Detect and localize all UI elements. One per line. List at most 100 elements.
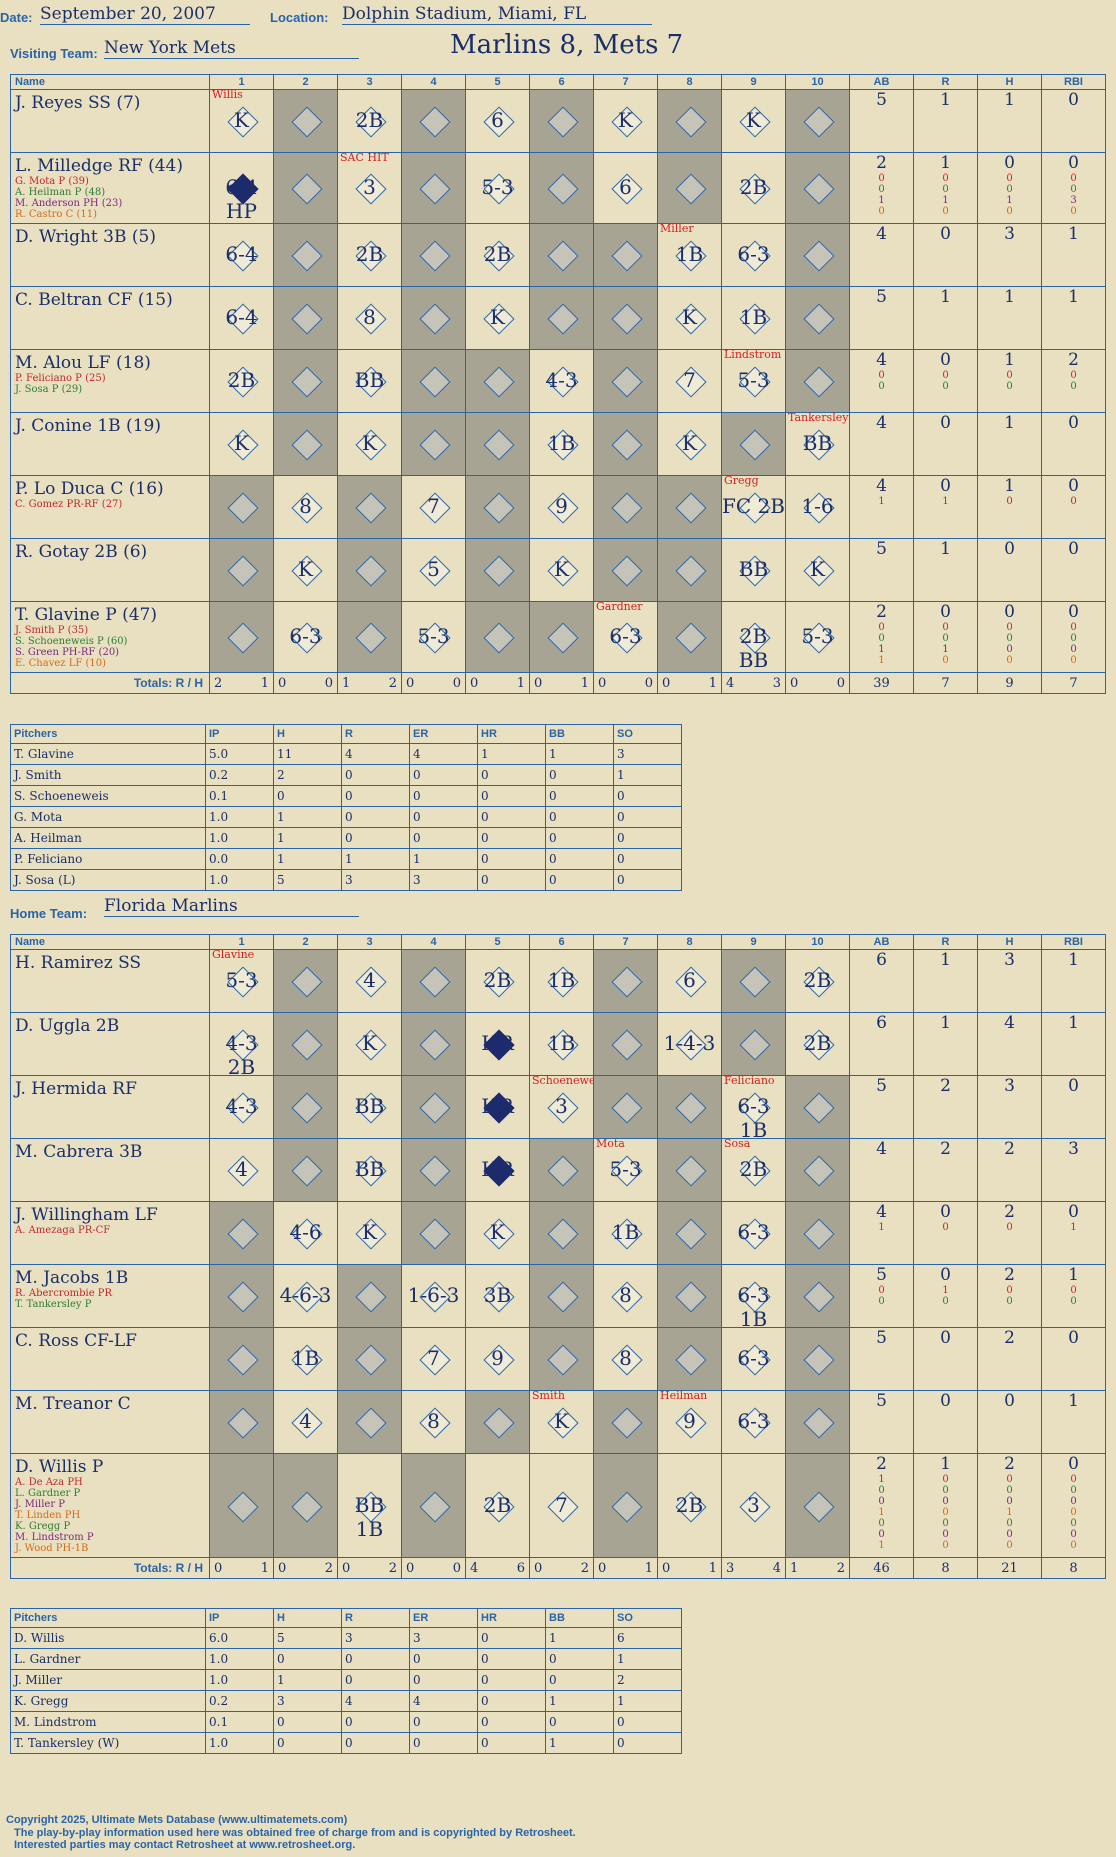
substitute-stat-value: 0 bbox=[878, 622, 885, 633]
substitute-stat-value: 0 bbox=[1006, 370, 1013, 381]
batter-stat-ab: 6 bbox=[849, 1012, 914, 1076]
base-diamond bbox=[738, 966, 771, 998]
base-diamond bbox=[226, 1490, 259, 1523]
inning-cell-8: 7 bbox=[657, 349, 722, 413]
stat-value: 0 bbox=[1004, 1391, 1015, 1411]
play-result: 5-3 bbox=[737, 368, 770, 392]
inning-cell-1: K bbox=[209, 412, 274, 476]
play-result: BB 1B bbox=[354, 1492, 385, 1541]
play-result: 2B bbox=[739, 1157, 768, 1181]
inning-cell-7 bbox=[593, 412, 658, 476]
pitcher-change-note: Gregg bbox=[724, 474, 759, 487]
pitcher-name: J. Sosa (L) bbox=[10, 869, 206, 891]
inning-cell-7: 8 bbox=[593, 1327, 658, 1391]
substitute-stat-value: 0 bbox=[1006, 496, 1013, 507]
inning-cell-9: K bbox=[721, 89, 786, 153]
batter-stat-h: 0 bbox=[977, 1390, 1042, 1454]
inning-hits: 0 bbox=[324, 675, 333, 691]
pitcher-stat: 0 bbox=[409, 764, 478, 786]
visitors-scoresheet: Name 1 2 3 4 5 6 7 8 9 10 AB R H RBI J. Reyes SS (7) K Wi… bbox=[10, 74, 1106, 694]
pitcher-stat: 1 bbox=[545, 1732, 614, 1754]
base-diamond bbox=[418, 1490, 451, 1523]
play-result: K bbox=[298, 557, 313, 581]
base-diamond bbox=[610, 1092, 643, 1124]
stat-value: 0 bbox=[1068, 90, 1079, 110]
substitute-stat-value: 1 bbox=[878, 496, 885, 507]
stat-value: 1 bbox=[940, 90, 951, 110]
pitcher-name: M. Lindstrom bbox=[10, 1711, 206, 1733]
substitute-stat-value: 0 bbox=[942, 1474, 949, 1485]
inning-cell-2: 1B bbox=[273, 1327, 338, 1391]
inning-cell-2 bbox=[273, 1075, 338, 1139]
stat-value: 0 bbox=[940, 1265, 951, 1285]
inning-cell-3: BB bbox=[337, 1075, 402, 1139]
substitute-stat-value: 0 bbox=[942, 1518, 949, 1529]
pitcher-stat: 0 bbox=[409, 806, 478, 828]
stat-value: 2 bbox=[876, 1454, 887, 1474]
base-diamond bbox=[674, 1092, 707, 1124]
inning-cell-10 bbox=[785, 223, 850, 287]
play-result: K bbox=[682, 431, 697, 455]
stat-value: 0 bbox=[1068, 413, 1079, 433]
base-diamond bbox=[482, 555, 515, 587]
pitcher-stat: 3 bbox=[341, 1627, 410, 1649]
stat-value: 5 bbox=[876, 90, 887, 110]
pitcher-stat: 0 bbox=[477, 806, 546, 828]
base-diamond bbox=[418, 173, 451, 205]
batter-stat-h: 2 bbox=[977, 1138, 1042, 1202]
base-diamond bbox=[674, 173, 707, 205]
base-diamond bbox=[610, 429, 643, 461]
inning-hits: 1 bbox=[516, 675, 525, 691]
batter-stat-r: 2 bbox=[913, 1138, 978, 1202]
pitcher-stat: 1 bbox=[613, 1648, 682, 1670]
batter-stat-r: 1 bbox=[913, 538, 978, 602]
batter-name: P. Lo Duca C (16) bbox=[15, 479, 164, 499]
play-result: 2B bbox=[355, 242, 384, 266]
inning-cell-8 bbox=[657, 1138, 722, 1202]
inning-cell-10 bbox=[785, 1453, 850, 1558]
batter-name-cell: D. Uggla 2B bbox=[10, 1012, 210, 1076]
base-diamond bbox=[610, 966, 643, 998]
play-result: 4-3 bbox=[545, 368, 578, 392]
batter-stat-ab: 5 bbox=[849, 1075, 914, 1139]
inning-hits: 1 bbox=[580, 675, 589, 691]
batter-stat-ab: 5 bbox=[849, 89, 914, 153]
base-diamond bbox=[226, 492, 259, 524]
play-result: 2B bbox=[355, 108, 384, 132]
play-result: BB bbox=[802, 431, 833, 455]
substitute-stat-value: 0 bbox=[1070, 173, 1077, 184]
stat-value: 1 bbox=[1004, 476, 1015, 496]
inning-cell-2 bbox=[273, 152, 338, 224]
inning-cell-6: 4-3 bbox=[529, 349, 594, 413]
pitcher-stat: 0 bbox=[613, 785, 682, 807]
totals-label: Totals: bbox=[133, 1561, 173, 1575]
pitcher-stat: 0 bbox=[613, 827, 682, 849]
play-result: HR bbox=[481, 1094, 514, 1118]
substitute-stat-value: 1 bbox=[942, 644, 949, 655]
substitute-name: S. Schoeneweis P (60) bbox=[15, 636, 128, 647]
pitcher-name: D. Willis bbox=[10, 1627, 206, 1649]
pitcher-stat: 0 bbox=[477, 827, 546, 849]
base-diamond bbox=[418, 1218, 451, 1250]
inning-cell-3: BB bbox=[337, 349, 402, 413]
inning-runs: 0 bbox=[662, 1560, 671, 1576]
base-diamond bbox=[802, 173, 835, 205]
pitcher-stat: 0 bbox=[477, 785, 546, 807]
substitute-stat-value: 0 bbox=[878, 173, 885, 184]
footer-copyright: Copyright 2025, Ultimate Mets Database (… bbox=[6, 1814, 348, 1826]
pitcher-row: D. Willis 6.0 5 3 3 0 1 6 bbox=[10, 1627, 682, 1649]
substitute-stat-value: 0 bbox=[1070, 184, 1077, 195]
substitute-stat-value: 0 bbox=[1006, 1474, 1013, 1485]
base-diamond bbox=[546, 1155, 579, 1187]
stat-value: 1 bbox=[940, 539, 951, 559]
pitcher-change-note: Gardner bbox=[596, 600, 643, 613]
base-diamond bbox=[290, 966, 323, 998]
inning-cell-7 bbox=[593, 475, 658, 539]
inning-cell-6 bbox=[529, 223, 594, 287]
pitcher-stat: 0 bbox=[545, 785, 614, 807]
